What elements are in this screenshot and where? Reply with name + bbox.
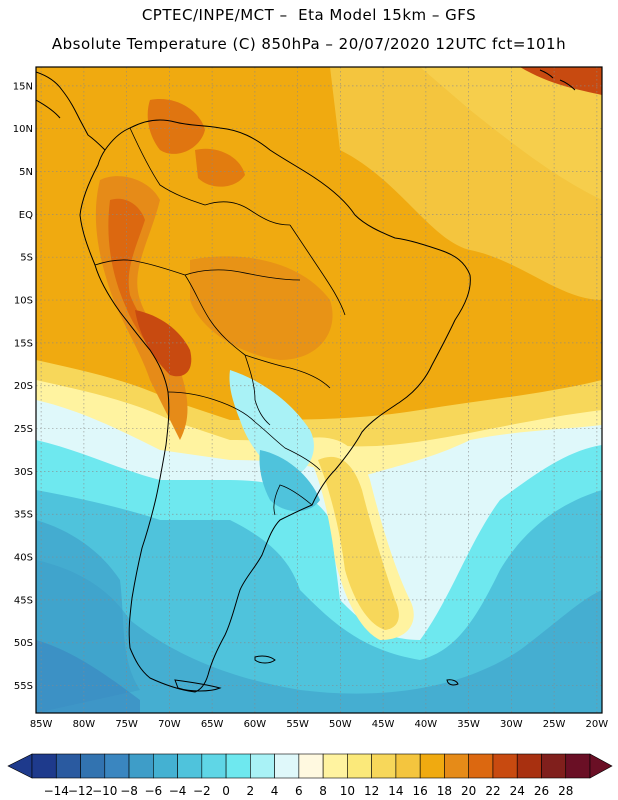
lon-label: 75W (115, 719, 138, 730)
colorbar-level-label: −4 (169, 784, 187, 798)
colorbar-level-label: 6 (295, 784, 303, 798)
lat-label: 55S (14, 681, 33, 692)
colorbar-box (541, 753, 567, 779)
title-line-1: CPTEC/INPE/MCT – Eta Model 15km – GFS (141, 6, 477, 24)
latitude-labels: 15N 10N 5N EQ 5S 10S 15S 20S 25S 30S 35S 40S 45S 50S 5… (13, 81, 33, 692)
colorbar-box (419, 753, 445, 779)
colorbar-level-label: 14 (388, 784, 403, 798)
colorbar-level-label: 18 (437, 784, 452, 798)
colorbar-under-triangle (7, 753, 33, 779)
colorbar-level-label: −14 (44, 784, 69, 798)
lon-label: 65W (201, 719, 224, 730)
lat-label: 45S (14, 595, 33, 606)
colorbar-level-label: 16 (413, 784, 428, 798)
lon-label: 35W (457, 719, 480, 730)
lon-label: 50W (329, 719, 352, 730)
country-borders (94, 127, 346, 516)
temperature-field (36, 67, 602, 713)
map-frame (35, 66, 603, 714)
colorbar (7, 753, 613, 779)
longitude-labels: 85W 80W 75W 70W 65W 60W 55W 50W 45W 40W 35W 30W 25W 2… (30, 719, 608, 730)
colorbar-level-label: 20 (461, 784, 476, 798)
colorbar-level-label: 10 (340, 784, 355, 798)
title-line-2: Absolute Temperature (C) 850hPa – 20/07/… (51, 35, 567, 53)
colorbar-level-label: −6 (144, 784, 162, 798)
colorbar-box (201, 753, 227, 779)
colorbar-box (516, 753, 542, 779)
lon-label: 80W (73, 719, 96, 730)
colorbar-level-label: 26 (534, 784, 549, 798)
colorbar-box (225, 753, 251, 779)
colorbar-box (128, 753, 154, 779)
lat-label: 35S (14, 510, 33, 521)
colorbar-over-triangle (589, 753, 613, 779)
lon-label: 30W (500, 719, 523, 730)
lon-label: 45W (372, 719, 395, 730)
lon-label: 70W (158, 719, 181, 730)
lat-label: 50S (14, 638, 33, 649)
lat-label: 40S (14, 553, 33, 564)
lat-label: 15S (14, 338, 33, 349)
colorbar-level-label: 0 (222, 784, 230, 798)
colorbar-box (347, 753, 372, 779)
lon-label: 85W (30, 719, 53, 730)
colorbar-box (395, 753, 421, 779)
colorbar-box (153, 753, 178, 779)
colorbar-box (177, 753, 203, 779)
colorbar-box (250, 753, 275, 779)
lat-label: 10S (14, 296, 33, 307)
lat-label: 20S (14, 381, 33, 392)
colorbar-level-label: 4 (271, 784, 279, 798)
colorbar-level-label: 8 (319, 784, 327, 798)
colorbar-box (492, 753, 518, 779)
colorbar-level-label: 2 (247, 784, 255, 798)
colorbar-level-label: −2 (193, 784, 211, 798)
lon-label: 20W (586, 719, 609, 730)
colorbar-labels: −14−12−10 −8 −6 −4 −2 0 2 4 6 8 10 12 14 16 18 20 22 24 26… (44, 784, 574, 798)
colorbar-box (468, 753, 494, 779)
colorbar-level-label: 22 (485, 784, 500, 798)
colorbar-box (371, 753, 397, 779)
coastlines (36, 69, 576, 693)
colorbar-box (322, 753, 348, 779)
lon-label: 40W (415, 719, 438, 730)
colorbar-box (80, 753, 106, 779)
lat-label: 25S (14, 424, 33, 435)
colorbar-level-label: −10 (92, 784, 117, 798)
colorbar-box (104, 753, 130, 779)
lat-label: 15N (13, 81, 33, 92)
lat-label: 5S (20, 253, 33, 264)
lat-label: EQ (19, 210, 33, 221)
colorbar-box (31, 753, 57, 779)
colorbar-level-label: −12 (68, 784, 93, 798)
lon-label: 25W (543, 719, 566, 730)
colorbar-box (274, 753, 300, 779)
colorbar-level-label: −8 (120, 784, 138, 798)
lat-label: 30S (14, 467, 33, 478)
lat-label: 10N (13, 124, 33, 135)
lon-label: 55W (286, 719, 309, 730)
colorbar-level-label: 28 (558, 784, 573, 798)
colorbar-level-label: 12 (364, 784, 379, 798)
colorbar-box (565, 753, 591, 779)
colorbar-level-label: 24 (510, 784, 525, 798)
lon-label: 60W (244, 719, 267, 730)
lat-label: 5N (19, 167, 33, 178)
colorbar-box (55, 753, 81, 779)
colorbar-box (444, 753, 469, 779)
colorbar-box (298, 753, 324, 779)
